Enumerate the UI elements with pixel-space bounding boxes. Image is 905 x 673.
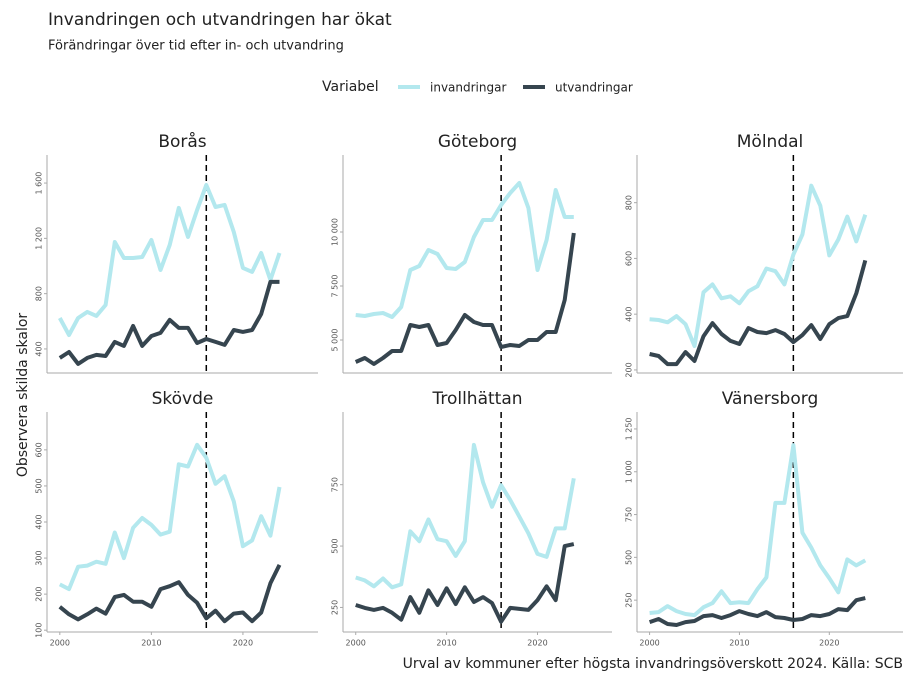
x-tick-label: 2010 [729, 639, 749, 648]
y-tick-label: 10 000 [331, 218, 340, 246]
chart-title: Invandringen och utvandringen har ökat [48, 10, 392, 30]
y-tick-label: 250 [331, 600, 340, 615]
x-tick-label: 2000 [50, 639, 70, 648]
facet-title: Skövde [152, 389, 214, 409]
y-tick-label: 250 [625, 593, 634, 608]
x-tick-label: 2000 [346, 639, 366, 648]
x-tick-label: 2010 [141, 639, 161, 648]
facet-title: Borås [158, 131, 206, 152]
y-tick-label: 1 250 [625, 417, 634, 440]
y-tick-label: 750 [331, 477, 340, 492]
y-tick-label: 300 [35, 550, 44, 565]
y-tick-label: 800 [35, 286, 44, 301]
y-tick-label: 800 [625, 195, 634, 210]
y-tick-label: 1 600 [35, 172, 44, 195]
x-tick-label: 2020 [233, 639, 253, 648]
series-line [354, 232, 576, 366]
y-tick-label: 400 [35, 341, 44, 356]
x-tick-label: 2010 [436, 639, 456, 648]
series-line [58, 183, 282, 337]
chart-subtitle: Förändringar över tid efter in- och utva… [48, 39, 344, 54]
caption: Urval av kommuner efter högsta invandrin… [403, 656, 903, 672]
y-tick-label: 500 [35, 478, 44, 493]
series-line [355, 542, 575, 624]
y-tick-label: 1 000 [625, 460, 634, 483]
series-line [58, 564, 282, 624]
series-line [649, 443, 867, 618]
legend-label: utvandringar [555, 81, 633, 95]
y-axis-label: Observera skilda skalor [15, 313, 31, 478]
series-line [58, 279, 280, 366]
facet-title: Trollhättan [431, 389, 522, 409]
series-line [649, 259, 868, 367]
x-tick-label: 2000 [639, 639, 659, 648]
y-tick-label: 200 [35, 586, 44, 601]
legend-title: Variabel [322, 79, 379, 95]
y-tick-label: 5 000 [331, 329, 340, 352]
y-tick-label: 200 [625, 362, 634, 377]
x-tick-label: 2020 [527, 639, 547, 648]
legend-label: invandringar [430, 81, 506, 95]
series-line [58, 442, 282, 592]
y-tick-label: 7 500 [331, 275, 340, 298]
series-line [648, 596, 866, 627]
y-tick-label: 1 200 [35, 227, 44, 250]
y-tick-label: 100 [35, 623, 44, 638]
series-line [649, 183, 868, 348]
facet-title: Vänersborg [722, 389, 818, 409]
facet-title: Göteborg [438, 132, 517, 152]
y-tick-label: 600 [625, 251, 634, 266]
y-tick-label: 400 [35, 514, 44, 529]
x-tick-label: 2020 [819, 639, 839, 648]
y-tick-label: 500 [625, 550, 634, 565]
facet-title: Mölndal [737, 132, 804, 152]
y-tick-label: 600 [35, 442, 44, 457]
series-line [355, 442, 576, 590]
y-tick-label: 750 [625, 507, 634, 522]
series-line [355, 181, 574, 319]
y-tick-label: 500 [331, 538, 340, 553]
y-tick-label: 400 [625, 307, 634, 322]
